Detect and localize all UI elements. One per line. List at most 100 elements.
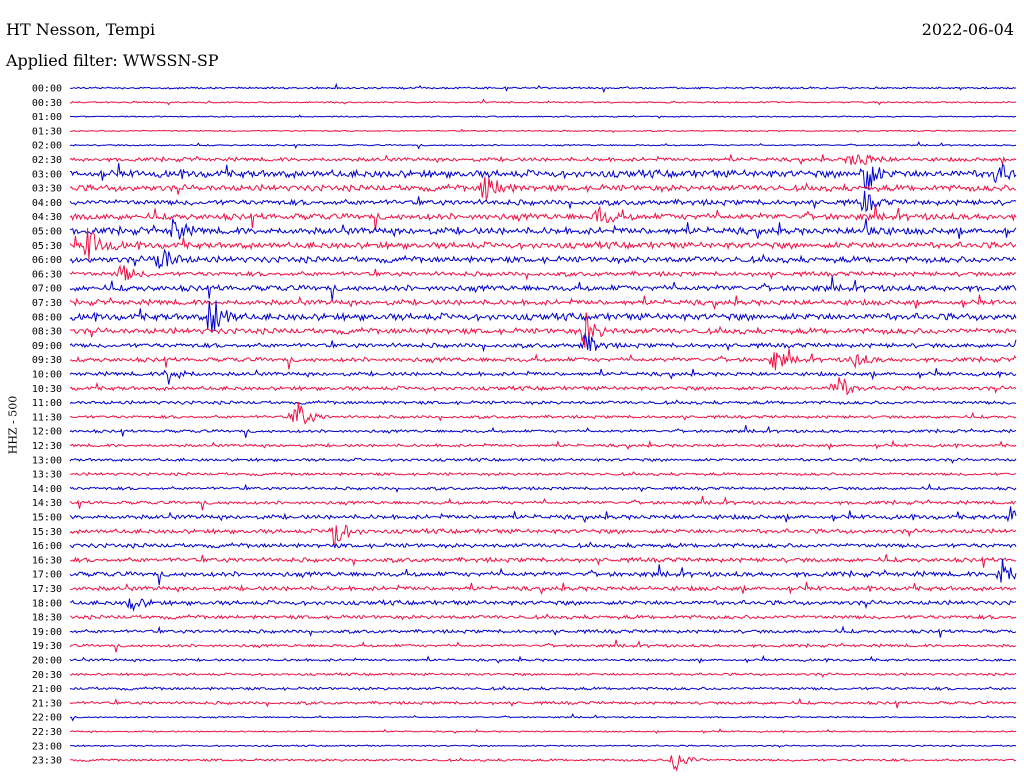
row-time-label: 04:00 [32, 198, 62, 209]
trace-row-1630 [69, 554, 1017, 568]
trace-row-0730 [69, 294, 1017, 311]
row-time-label: 13:30 [32, 470, 62, 481]
trace-row-0630 [69, 264, 1017, 281]
trace-row-1900 [69, 625, 1017, 638]
row-time-label: 14:30 [32, 498, 62, 509]
row-time-label: 08:30 [32, 327, 62, 338]
row-time-label: 13:00 [32, 455, 62, 466]
trace-row-1000 [69, 368, 1017, 385]
trace-row-1300 [69, 457, 1017, 465]
row-time-label: 12:00 [32, 427, 62, 438]
trace-row-1100 [69, 399, 1017, 406]
trace-row-1230 [69, 439, 1017, 451]
row-time-label: 10:00 [32, 370, 62, 381]
row-time-label: 03:00 [32, 169, 62, 180]
row-time-label: 07:30 [32, 298, 62, 309]
row-time-label: 17:00 [32, 570, 62, 581]
row-time-label: 21:00 [32, 684, 62, 695]
trace-row-1330 [69, 471, 1017, 477]
trace-row-1930 [69, 639, 1017, 653]
trace-row-0930 [69, 348, 1017, 371]
row-time-label: 20:00 [32, 656, 62, 667]
row-time-label: 19:30 [32, 641, 62, 652]
row-time-label: 18:30 [32, 613, 62, 624]
row-time-label: 02:00 [32, 141, 62, 152]
trace-row-0500 [69, 218, 1017, 240]
trace-row-0230 [69, 153, 1017, 166]
trace-row-1200 [69, 425, 1017, 438]
plot-date: 2022-06-04 [921, 20, 1014, 39]
row-time-label: 18:00 [32, 598, 62, 609]
trace-row-0100 [70, 114, 1017, 119]
row-time-label: 21:30 [32, 698, 62, 709]
trace-row-2200 [69, 713, 1017, 722]
trace-row-2030 [69, 672, 1017, 678]
trace-row-1500 [69, 506, 1017, 524]
row-time-label: 00:00 [32, 84, 62, 95]
trace-row-0300 [69, 162, 1017, 190]
trace-row-0800 [69, 300, 1017, 332]
row-time-label: 04:30 [32, 212, 62, 223]
traces [69, 82, 1017, 772]
trace-row-0830 [69, 312, 1017, 348]
trace-row-0600 [69, 248, 1017, 269]
row-time-label: 11:00 [32, 398, 62, 409]
trace-row-0900 [69, 332, 1017, 353]
row-time-label: 03:30 [32, 184, 62, 195]
row-time-label: 17:30 [32, 584, 62, 595]
row-time-label: 01:00 [32, 112, 62, 123]
row-time-label: 06:30 [32, 269, 62, 280]
row-time-label: 20:30 [32, 670, 62, 681]
trace-row-0030 [69, 98, 1017, 106]
trace-row-1530 [69, 524, 1017, 546]
station-title: HT Nesson, Tempi [6, 20, 156, 39]
row-time-label: 15:00 [32, 513, 62, 524]
row-time-label: 01:30 [32, 126, 62, 137]
trace-row-2000 [69, 654, 1017, 665]
trace-row-0700 [69, 276, 1017, 302]
trace-row-2130 [69, 697, 1017, 709]
row-time-label: 10:30 [32, 384, 62, 395]
row-time-label: 14:00 [32, 484, 62, 495]
trace-row-1030 [69, 377, 1017, 396]
trace-row-0530 [69, 227, 1017, 261]
row-time-label: 16:00 [32, 541, 62, 552]
trace-row-0430 [69, 203, 1017, 231]
trace-row-0330 [69, 176, 1017, 200]
trace-row-1730 [69, 581, 1017, 595]
row-time-label: 02:30 [32, 155, 62, 166]
trace-row-0400 [69, 190, 1017, 213]
row-time-label: 07:00 [32, 284, 62, 295]
row-time-label: 09:30 [32, 355, 62, 366]
row-time-label: 11:30 [32, 412, 62, 423]
trace-row-1830 [69, 613, 1017, 621]
trace-row-0000 [69, 82, 1017, 94]
trace-row-0130 [69, 128, 1017, 134]
trace-row-1700 [69, 558, 1017, 586]
row-time-label: 22:00 [32, 713, 62, 724]
row-time-label: 23:00 [32, 741, 62, 752]
row-time-label: 23:30 [32, 756, 62, 767]
trace-row-2230 [69, 728, 1017, 735]
row-time-label: 15:30 [32, 527, 62, 538]
row-time-label: 09:00 [32, 341, 62, 352]
row-time-label: 08:00 [32, 312, 62, 323]
row-time-label: 19:00 [32, 627, 62, 638]
row-time-label: 06:00 [32, 255, 62, 266]
trace-row-1130 [69, 402, 1017, 425]
filter-label: Applied filter: WWSSN-SP [6, 51, 219, 70]
trace-row-1400 [69, 483, 1017, 494]
row-time-label: 16:30 [32, 555, 62, 566]
row-time-label: 22:30 [32, 727, 62, 738]
row-time-label: 00:30 [32, 98, 62, 109]
row-time-label: 05:00 [32, 227, 62, 238]
trace-row-2330 [69, 755, 1017, 772]
row-labels: 00:00 00:30 01:00 01:30 02:00 02:30 03:00 03:30… [32, 84, 62, 767]
trace-row-0200 [69, 141, 1017, 150]
trace-row-1600 [69, 541, 1017, 550]
trace-row-1800 [69, 598, 1017, 612]
row-time-label: 05:30 [32, 241, 62, 252]
row-time-label: 12:30 [32, 441, 62, 452]
trace-row-1430 [69, 495, 1017, 511]
